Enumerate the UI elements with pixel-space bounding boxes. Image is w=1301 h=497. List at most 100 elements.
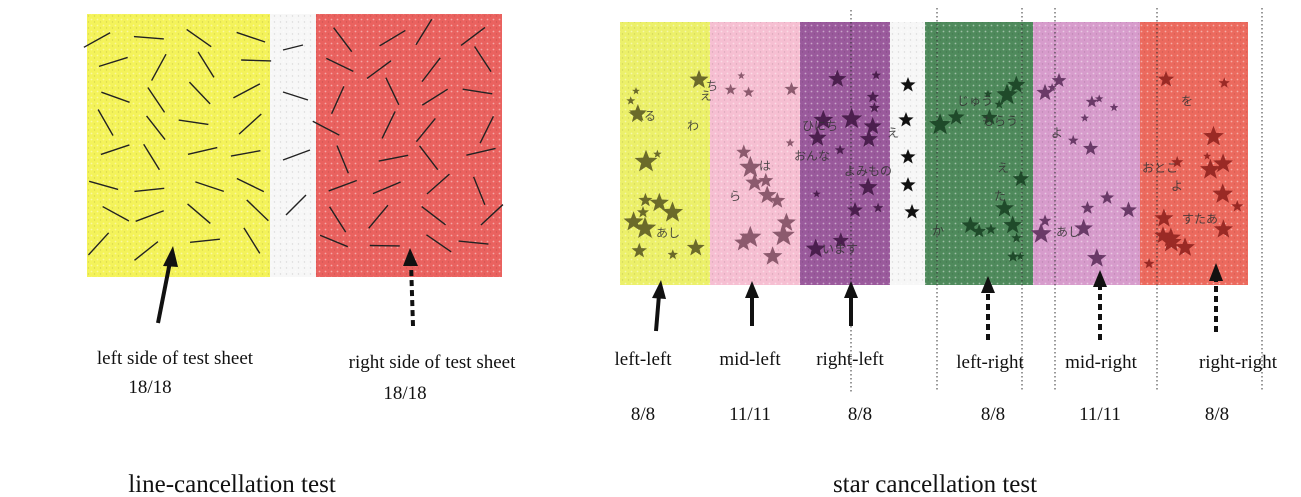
star: [1007, 250, 1019, 262]
target-line: [473, 46, 492, 72]
star: [1218, 77, 1230, 88]
sheet-word: か: [932, 224, 944, 238]
panel-label: mid-right: [1065, 352, 1137, 373]
star: [808, 128, 827, 146]
sheet-word: ら: [729, 189, 741, 203]
texture: [620, 22, 1248, 285]
target-line: [328, 179, 358, 192]
arrow-head: [163, 246, 178, 267]
target-line: [372, 181, 401, 195]
star: [1080, 113, 1089, 122]
star: [1154, 226, 1172, 244]
target-line: [236, 31, 266, 43]
target-line: [458, 240, 489, 245]
star: [1154, 208, 1174, 227]
target-line: [282, 44, 304, 51]
star: [871, 70, 881, 80]
star: [985, 223, 997, 235]
star: [1213, 219, 1233, 238]
sheet-word: え: [887, 126, 899, 140]
star: [1120, 201, 1137, 218]
sheet-word: よ: [1171, 179, 1183, 193]
star: [632, 87, 640, 95]
target-line: [146, 115, 166, 140]
target-line: [421, 57, 441, 83]
star: [739, 225, 762, 247]
star: [900, 177, 916, 192]
panel-label: left side of test sheet: [97, 348, 254, 369]
target-line: [285, 194, 307, 216]
figure-title: star cancellation test: [833, 471, 1037, 497]
figure-title: line-cancellation test: [128, 471, 336, 497]
star: [1100, 190, 1115, 204]
target-line: [426, 173, 450, 195]
target-line: [326, 57, 354, 73]
panel-score: 11/11: [729, 404, 771, 425]
sheet-word: よみもの: [844, 164, 892, 178]
star: [1143, 258, 1155, 269]
star: [628, 106, 646, 123]
star: [1109, 103, 1119, 112]
sheet-word: ち: [706, 79, 718, 93]
target-line: [246, 199, 269, 222]
star: [1012, 170, 1030, 187]
star: [981, 109, 998, 125]
target-line: [189, 238, 220, 243]
arrow-head: [1093, 270, 1107, 287]
sheet-word: は: [759, 159, 771, 173]
target-line: [418, 145, 439, 171]
star: [858, 177, 878, 196]
target-line: [143, 143, 161, 171]
sheet-word: あし: [1056, 225, 1080, 239]
star: [1080, 201, 1095, 214]
arrow-head: [652, 280, 666, 299]
target-line: [186, 28, 212, 48]
target-line: [83, 32, 111, 48]
star: [929, 113, 951, 135]
sheet-word: おんな: [794, 149, 830, 163]
star: [1171, 155, 1184, 168]
target-line: [230, 149, 261, 157]
star: [776, 212, 796, 231]
star: [1085, 95, 1099, 108]
star: [638, 192, 653, 207]
panel-score: 8/8: [981, 404, 1005, 425]
star: [1074, 218, 1093, 237]
arrow: [156, 261, 172, 324]
star: [900, 77, 916, 92]
sheet-word: え: [700, 89, 712, 103]
target-line: [151, 53, 167, 81]
target-line: [378, 154, 409, 162]
star: [994, 99, 1004, 109]
star: [1016, 252, 1025, 260]
star: [1175, 237, 1195, 256]
star: [1067, 134, 1079, 145]
star: [1203, 152, 1212, 160]
star: [724, 83, 737, 95]
texture: [87, 14, 502, 277]
star: [785, 138, 795, 147]
target-line: [330, 86, 345, 115]
star: [634, 149, 658, 172]
target-line: [102, 205, 130, 222]
target-line: [460, 26, 486, 46]
star: [813, 109, 834, 129]
star: [739, 155, 762, 177]
star: [762, 246, 783, 265]
target-line: [480, 204, 504, 226]
star: [828, 69, 847, 87]
arrows: [156, 246, 1223, 340]
star: [1083, 140, 1099, 155]
star: [1038, 214, 1052, 227]
target-line: [421, 206, 446, 226]
panel-score: 18/18: [128, 377, 171, 398]
star: [745, 173, 764, 191]
target-line: [100, 144, 130, 156]
target-line: [188, 81, 211, 105]
sheet-word: おとこ: [1142, 161, 1178, 175]
target-line: [147, 87, 166, 113]
target-line: [415, 117, 436, 143]
star: [734, 233, 753, 251]
test-sheets: [87, 14, 1248, 285]
star: [1003, 215, 1022, 234]
